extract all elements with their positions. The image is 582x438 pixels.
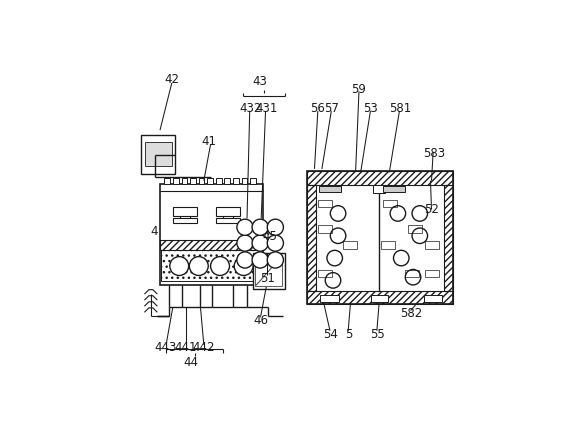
Circle shape: [412, 228, 428, 244]
Text: 59: 59: [352, 83, 367, 96]
Bar: [383, 200, 397, 207]
Bar: [141, 135, 175, 174]
Bar: [307, 171, 453, 185]
Circle shape: [237, 235, 253, 251]
Bar: [319, 187, 341, 191]
Circle shape: [170, 257, 189, 276]
Text: 443: 443: [155, 341, 177, 354]
Circle shape: [405, 269, 421, 285]
Text: 583: 583: [423, 147, 445, 160]
Bar: [444, 185, 453, 291]
Text: 42: 42: [164, 73, 179, 86]
Circle shape: [237, 219, 253, 235]
Text: 581: 581: [389, 102, 411, 115]
Text: 55: 55: [370, 328, 385, 341]
Circle shape: [252, 235, 268, 251]
Circle shape: [252, 219, 268, 235]
Text: 582: 582: [400, 307, 423, 321]
Bar: [381, 241, 395, 248]
Bar: [250, 178, 256, 184]
Circle shape: [252, 252, 268, 268]
Bar: [404, 270, 419, 277]
Bar: [173, 207, 197, 216]
Bar: [318, 225, 332, 233]
Circle shape: [267, 235, 283, 251]
Bar: [182, 178, 187, 184]
Text: 45: 45: [262, 230, 277, 243]
Text: 41: 41: [201, 135, 217, 148]
Text: 56: 56: [310, 102, 325, 115]
Text: 53: 53: [363, 102, 378, 115]
Text: 432: 432: [239, 102, 261, 115]
Bar: [425, 270, 439, 277]
Bar: [253, 253, 285, 289]
Bar: [242, 178, 247, 184]
Bar: [160, 240, 263, 250]
Bar: [408, 225, 422, 233]
Text: 44: 44: [184, 357, 199, 369]
Text: 54: 54: [323, 328, 338, 341]
Bar: [207, 178, 213, 184]
Text: 442: 442: [192, 341, 214, 354]
Text: 5: 5: [345, 328, 353, 341]
Text: 52: 52: [424, 203, 439, 216]
Bar: [343, 241, 357, 248]
Bar: [373, 185, 385, 193]
Bar: [320, 295, 339, 302]
Bar: [383, 187, 404, 191]
Bar: [307, 185, 316, 291]
Bar: [145, 142, 172, 166]
Bar: [371, 295, 388, 302]
Text: 4: 4: [150, 225, 158, 238]
Text: 431: 431: [255, 102, 278, 115]
Bar: [173, 178, 179, 184]
Text: 441: 441: [174, 341, 197, 354]
Bar: [216, 207, 240, 216]
Circle shape: [189, 257, 208, 276]
Bar: [425, 241, 439, 248]
Bar: [190, 178, 196, 184]
Text: 51: 51: [261, 272, 275, 285]
Circle shape: [331, 228, 346, 244]
Bar: [161, 250, 262, 281]
Bar: [164, 178, 170, 184]
Bar: [160, 184, 263, 285]
Bar: [307, 291, 453, 304]
Bar: [216, 219, 240, 223]
Circle shape: [331, 206, 346, 221]
Text: 43: 43: [252, 75, 267, 88]
Bar: [225, 178, 230, 184]
Bar: [198, 178, 204, 184]
Bar: [318, 270, 332, 277]
Circle shape: [237, 252, 253, 268]
Bar: [318, 200, 332, 207]
Circle shape: [234, 257, 253, 276]
Bar: [307, 171, 453, 304]
Circle shape: [390, 206, 406, 221]
Circle shape: [211, 257, 229, 276]
Circle shape: [393, 250, 409, 266]
Circle shape: [267, 252, 283, 268]
Bar: [424, 295, 442, 302]
Circle shape: [412, 206, 428, 221]
Circle shape: [327, 250, 342, 266]
Bar: [216, 178, 222, 184]
Circle shape: [325, 272, 341, 288]
Text: 46: 46: [254, 314, 269, 327]
Circle shape: [267, 219, 283, 235]
Bar: [173, 219, 197, 223]
Text: 57: 57: [324, 102, 339, 115]
Bar: [233, 178, 239, 184]
Bar: [255, 256, 282, 286]
